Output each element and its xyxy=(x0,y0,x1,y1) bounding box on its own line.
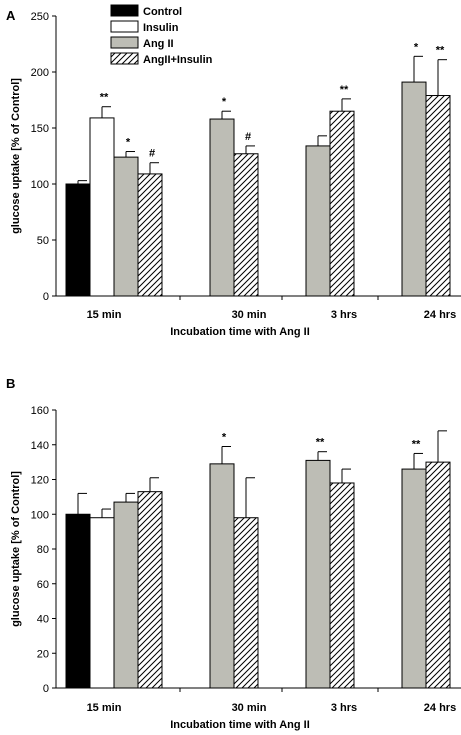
bar-ang-ii xyxy=(113,501,139,689)
y-tick-label: 120 xyxy=(31,475,49,487)
legend-label: Insulin xyxy=(143,22,179,34)
y-tick-label: 200 xyxy=(31,67,49,79)
bar-ang-ii xyxy=(401,81,427,297)
bar-ang-ii xyxy=(209,463,235,689)
x-tick-label: 24 hrs xyxy=(424,309,456,321)
chart-panel-b: B 0 20 40 60 80 100 120 140 160 15 min 30 min 3 hrs 2… xyxy=(6,376,461,731)
significance-mark: # xyxy=(245,131,251,143)
x-tick-label: 3 hrs xyxy=(331,309,357,321)
x-tick-label: 30 min xyxy=(232,702,267,714)
y-tick-label: 20 xyxy=(37,648,49,660)
bar-angii-insulin xyxy=(137,173,163,297)
y-tick-label: 0 xyxy=(43,291,49,303)
y-tick-label: 40 xyxy=(37,614,49,626)
bar-ang-ii xyxy=(305,145,331,297)
panel-letter: A xyxy=(6,8,16,23)
significance-mark: ** xyxy=(100,92,109,104)
y-tick-label: 160 xyxy=(31,405,49,417)
bar-angii-insulin xyxy=(425,461,451,689)
legend-label: Ang II xyxy=(143,38,174,50)
bar-insulin xyxy=(89,517,115,689)
bar-control xyxy=(65,513,91,689)
x-axis-title: Incubation time with Ang II xyxy=(170,326,310,338)
significance-mark: # xyxy=(149,148,155,160)
y-axis-title: glucose uptake [% of Control] xyxy=(10,78,22,234)
legend-swatch xyxy=(110,36,139,49)
y-tick-label: 140 xyxy=(31,440,49,452)
significance-mark: ** xyxy=(316,437,325,449)
bar-control xyxy=(65,183,91,297)
x-axis-title: Incubation time with Ang II xyxy=(170,719,310,731)
bar-ang-ii xyxy=(401,468,427,689)
bar-angii-insulin xyxy=(233,517,259,689)
significance-mark: ** xyxy=(340,84,349,96)
bar-ang-ii xyxy=(113,156,139,297)
x-tick-label: 3 hrs xyxy=(331,702,357,714)
significance-mark: * xyxy=(222,431,227,443)
y-tick-label: 100 xyxy=(31,509,49,521)
y-tick-label: 100 xyxy=(31,179,49,191)
panel-letter: B xyxy=(6,376,15,391)
bar-ang-ii xyxy=(209,118,235,297)
legend-swatch xyxy=(110,52,139,65)
y-tick-label: 0 xyxy=(43,683,49,695)
legend: Control Insulin Ang II AngII+Insulin xyxy=(110,4,213,66)
legend-label: AngII+Insulin xyxy=(143,54,213,66)
bar-angii-insulin xyxy=(329,110,355,297)
x-tick-label: 15 min xyxy=(87,309,122,321)
chart-panel-a: A 0 50 100 150 200 250 15 min 30 min 3 hrs 24 hrs I… xyxy=(6,4,461,338)
significance-mark: ** xyxy=(412,438,421,450)
y-tick-label: 50 xyxy=(37,235,49,247)
bar-insulin xyxy=(89,117,115,297)
y-axis-title: glucose uptake [% of Control] xyxy=(10,471,22,627)
bar-angii-insulin xyxy=(329,482,355,689)
x-tick-label: 24 hrs xyxy=(424,702,456,714)
legend-label: Control xyxy=(143,6,182,18)
bar-angii-insulin xyxy=(137,491,163,689)
y-tick-label: 60 xyxy=(37,579,49,591)
y-tick-label: 80 xyxy=(37,544,49,556)
bar-ang-ii xyxy=(305,459,331,689)
significance-mark: * xyxy=(222,96,227,108)
significance-mark: ** xyxy=(436,45,445,57)
legend-swatch xyxy=(110,4,139,17)
x-tick-label: 30 min xyxy=(232,309,267,321)
y-tick-label: 150 xyxy=(31,123,49,135)
significance-mark: * xyxy=(126,137,131,149)
significance-mark: * xyxy=(414,41,419,53)
y-tick-label: 250 xyxy=(31,11,49,23)
bar-angii-insulin xyxy=(425,95,451,297)
legend-swatch xyxy=(110,20,139,33)
x-tick-label: 15 min xyxy=(87,702,122,714)
bar-angii-insulin xyxy=(233,153,259,297)
